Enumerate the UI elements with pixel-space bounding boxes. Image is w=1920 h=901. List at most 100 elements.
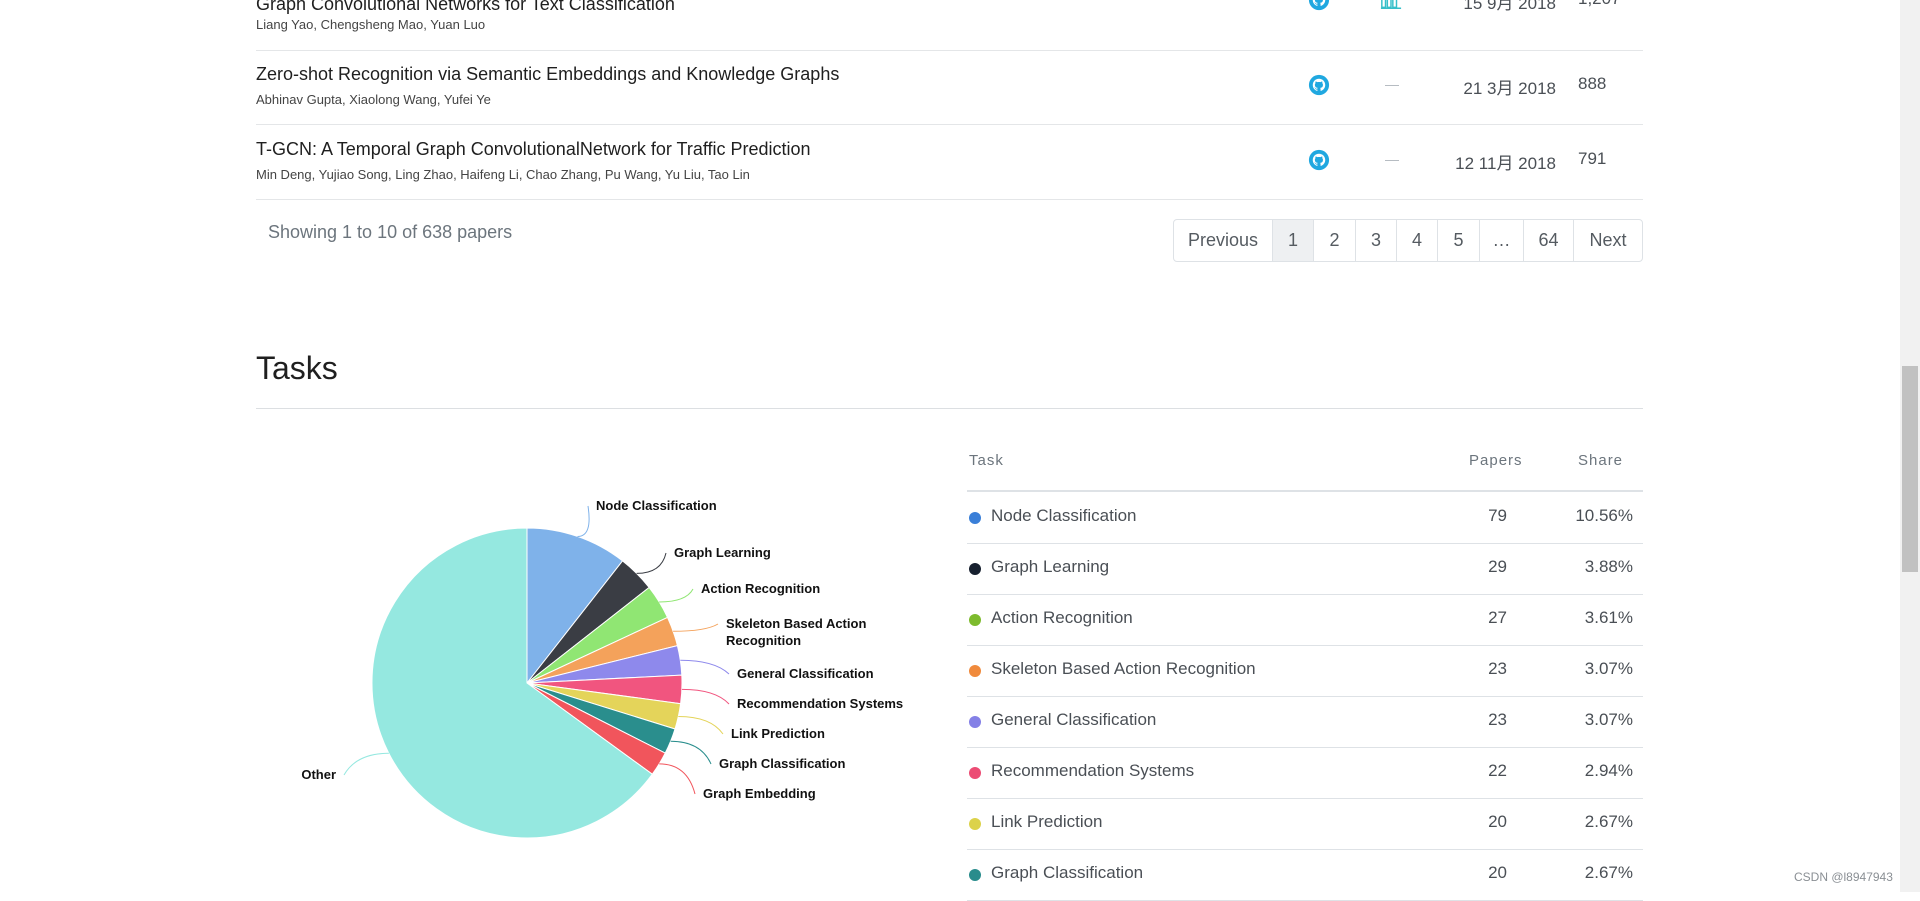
pie-label-connector <box>659 763 696 795</box>
task-color-dot <box>969 512 981 524</box>
task-papers-count: 27 <box>1488 608 1507 627</box>
task-color-dot <box>969 869 981 881</box>
task-papers-count: 23 <box>1488 710 1507 729</box>
pie-label-connector <box>678 716 724 735</box>
task-name[interactable]: Graph Learning <box>991 557 1110 576</box>
page-1-button[interactable]: 1 <box>1272 220 1313 261</box>
task-share: 3.88% <box>1584 557 1633 576</box>
task-name[interactable]: General Classification <box>991 710 1157 729</box>
scrollbar-thumb[interactable] <box>1902 366 1918 572</box>
task-row[interactable]: Node Classification 79 10.56% <box>967 492 1643 544</box>
no-benchmark-dash <box>1385 160 1399 161</box>
paper-authors: Min Deng, Yujiao Song, Ling Zhao, Haifen… <box>256 167 750 182</box>
tasks-pie-chart: Node Classification Graph Learning Action … <box>301 498 903 839</box>
task-share: 2.94% <box>1584 761 1633 780</box>
page-2-button[interactable]: 2 <box>1313 220 1355 261</box>
tasks-heading: Tasks <box>256 350 338 386</box>
task-papers-count: 29 <box>1488 557 1507 576</box>
pie-label-connector <box>636 552 667 574</box>
pie-label-connector <box>670 740 712 765</box>
pagination: Previous 1 2 3 4 5 … 64 Next <box>1173 219 1643 262</box>
pagination-summary: Showing 1 to 10 of 638 papers <box>268 222 513 242</box>
tasks-divider <box>256 408 1643 409</box>
page-3-button[interactable]: 3 <box>1355 220 1396 261</box>
page: Graph Convolutional Networks for Text Cl… <box>256 0 1643 901</box>
paper-date: 15 9月 2018 <box>1463 0 1556 13</box>
paper-authors: Abhinav Gupta, Xiaolong Wang, Yufei Ye <box>256 92 491 107</box>
no-benchmark-dash <box>1385 85 1399 86</box>
page-ellipsis: … <box>1479 220 1523 261</box>
paper-title-link[interactable]: Zero-shot Recognition via Semantic Embed… <box>256 64 840 84</box>
paper-row: T-GCN: A Temporal Graph ConvolutionalNet… <box>256 125 1643 200</box>
task-share: 2.67% <box>1584 812 1633 831</box>
paper-date: 21 3月 2018 <box>1463 79 1556 98</box>
task-color-dot <box>969 818 981 830</box>
page-4-button[interactable]: 4 <box>1396 220 1437 261</box>
pie-label: Action Recognition <box>701 581 820 596</box>
share-column-header[interactable]: Share <box>1578 452 1624 469</box>
task-row[interactable]: General Classification 23 3.07% <box>967 696 1643 748</box>
pie-label: Link Prediction <box>731 726 825 741</box>
github-icon[interactable] <box>1308 74 1330 96</box>
pie-label-connector <box>343 752 389 776</box>
task-papers-count: 23 <box>1488 659 1507 678</box>
pie-label: Graph Classification <box>719 756 845 771</box>
table-header-rule <box>967 490 1643 492</box>
page-next-button[interactable]: Next <box>1573 220 1642 261</box>
task-row[interactable]: Link Prediction 20 2.67% <box>967 798 1643 850</box>
task-color-dot <box>969 563 981 575</box>
task-name[interactable]: Graph Classification <box>991 863 1144 882</box>
github-icon[interactable] <box>1308 0 1330 11</box>
pie-label: Other <box>301 767 336 782</box>
task-papers-count: 79 <box>1488 506 1507 525</box>
github-icon[interactable] <box>1308 149 1330 171</box>
task-row[interactable]: Skeleton Based Action Recognition 23 3.07% <box>967 645 1643 697</box>
task-column-header[interactable]: Task <box>969 452 1004 469</box>
pie-label: Recommendation Systems <box>737 696 903 711</box>
task-share: 3.61% <box>1584 608 1633 627</box>
task-name[interactable]: Action Recognition <box>991 608 1133 627</box>
page-previous-button[interactable]: Previous <box>1187 230 1259 250</box>
task-color-dot <box>969 716 981 728</box>
task-row[interactable]: Recommendation Systems 22 2.94% <box>967 747 1643 799</box>
task-row[interactable]: Graph Classification 20 2.67% <box>967 849 1643 901</box>
pie-label-connector <box>577 505 590 537</box>
paper-row: Graph Convolutional Networks for Text Cl… <box>256 0 1643 51</box>
task-name[interactable]: Link Prediction <box>991 812 1103 831</box>
paper-stars: 791 <box>1578 149 1607 168</box>
task-row[interactable]: Action Recognition 27 3.61% <box>967 594 1643 646</box>
pie-label-connector <box>673 623 719 632</box>
paper-authors: Liang Yao, Chengsheng Mao, Yuan Luo <box>256 17 486 32</box>
page-64-button[interactable]: 64 <box>1523 220 1573 261</box>
paper-title-link[interactable]: Graph Convolutional Networks for Text Cl… <box>256 0 675 14</box>
pie-label: Skeleton Based Action Recognition <box>726 616 866 648</box>
papers-column-header[interactable]: Papers <box>1469 452 1523 469</box>
paper-row: Zero-shot Recognition via Semantic Embed… <box>256 50 1643 125</box>
task-name[interactable]: Recommendation Systems <box>991 761 1195 780</box>
paper-stars: 888 <box>1578 74 1607 93</box>
task-share: 10.56% <box>1575 506 1633 525</box>
task-color-dot <box>969 614 981 626</box>
paper-stars: 1,207 <box>1578 0 1638 9</box>
task-papers-count: 20 <box>1488 863 1507 882</box>
pie-label: Graph Learning <box>674 545 771 560</box>
paper-title-link[interactable]: T-GCN: A Temporal Graph ConvolutionalNet… <box>256 139 811 159</box>
pie-label: Graph Embedding <box>703 786 816 801</box>
task-color-dot <box>969 665 981 677</box>
task-papers-count: 20 <box>1488 812 1507 831</box>
pie-label: Node Classification <box>596 498 717 513</box>
watermark: CSDN @l8947943 <box>1794 870 1893 884</box>
pie-label: General Classification <box>737 666 874 681</box>
task-papers-count: 22 <box>1488 761 1507 780</box>
paper-date: 12 11月 2018 <box>1455 154 1556 173</box>
benchmark-icon[interactable] <box>1380 0 1402 11</box>
task-share: 3.07% <box>1584 659 1633 678</box>
page-5-button[interactable]: 5 <box>1437 220 1479 261</box>
pie-label-connector <box>659 588 694 603</box>
task-share: 2.67% <box>1584 863 1633 882</box>
pie-label-connector <box>681 688 730 705</box>
task-name[interactable]: Skeleton Based Action Recognition <box>991 659 1256 678</box>
task-row[interactable]: Graph Learning 29 3.88% <box>967 543 1643 595</box>
task-name[interactable]: Node Classification <box>991 506 1137 525</box>
task-share: 3.07% <box>1584 710 1633 729</box>
